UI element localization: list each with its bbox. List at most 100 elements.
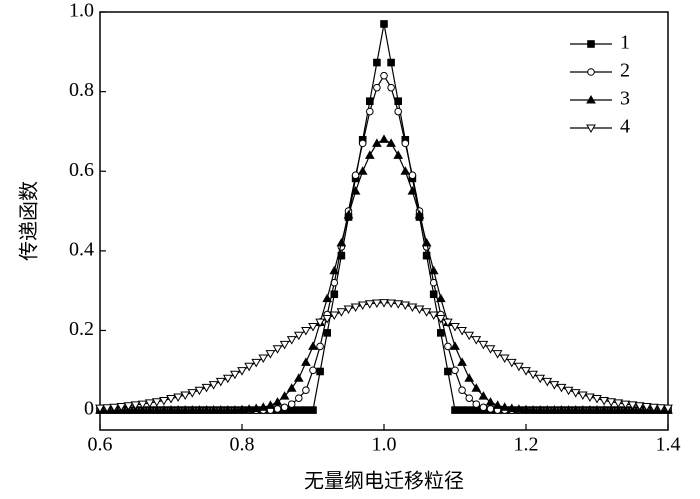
data-point bbox=[350, 303, 361, 312]
data-point bbox=[159, 397, 169, 406]
data-point bbox=[444, 367, 452, 376]
data-point bbox=[613, 405, 624, 414]
data-point bbox=[563, 386, 574, 396]
data-point bbox=[620, 400, 631, 410]
data-point bbox=[387, 83, 395, 92]
data-point bbox=[556, 405, 567, 414]
legend-marker bbox=[586, 94, 596, 104]
series-line bbox=[100, 74, 668, 411]
data-point bbox=[222, 374, 233, 384]
data-point bbox=[373, 58, 381, 67]
data-point bbox=[585, 393, 595, 402]
data-point bbox=[428, 265, 439, 275]
data-point bbox=[301, 326, 311, 336]
data-point bbox=[592, 405, 602, 414]
data-point bbox=[444, 342, 452, 351]
data-point bbox=[151, 405, 162, 414]
data-point bbox=[542, 377, 553, 387]
data-point bbox=[295, 406, 303, 414]
data-point bbox=[151, 398, 162, 407]
data-point bbox=[393, 150, 404, 159]
data-point bbox=[302, 386, 310, 394]
data-point bbox=[187, 389, 198, 398]
data-point bbox=[309, 406, 317, 414]
legend-label: 2 bbox=[620, 60, 630, 82]
data-point bbox=[407, 303, 418, 312]
data-point bbox=[258, 354, 269, 363]
data-point bbox=[387, 58, 395, 67]
data-point bbox=[450, 322, 460, 332]
series-line bbox=[100, 138, 668, 411]
data-point bbox=[592, 395, 602, 404]
data-point bbox=[514, 362, 524, 372]
data-point bbox=[401, 139, 410, 148]
data-point bbox=[414, 210, 425, 219]
data-point bbox=[323, 329, 331, 337]
data-point bbox=[237, 367, 247, 376]
data-point bbox=[499, 354, 510, 363]
data-point bbox=[421, 308, 432, 317]
data-point bbox=[485, 397, 496, 406]
data-point bbox=[471, 383, 482, 392]
data-point bbox=[485, 345, 496, 354]
data-point bbox=[521, 367, 531, 376]
legend-marker bbox=[586, 124, 596, 134]
data-point bbox=[620, 405, 631, 414]
data-point bbox=[308, 341, 318, 350]
data-point bbox=[663, 404, 673, 414]
legend-label: 4 bbox=[620, 116, 630, 138]
data-point bbox=[251, 403, 262, 413]
data-point bbox=[293, 331, 304, 341]
data-point bbox=[364, 300, 375, 309]
x-tick-label: 0.8 bbox=[230, 434, 255, 456]
data-point bbox=[542, 405, 553, 414]
data-point bbox=[486, 405, 495, 413]
data-point bbox=[549, 405, 560, 414]
data-point bbox=[302, 406, 310, 414]
data-point bbox=[215, 405, 226, 414]
data-point bbox=[350, 186, 361, 195]
data-point bbox=[380, 71, 388, 80]
data-point bbox=[421, 237, 432, 247]
data-point bbox=[137, 400, 148, 410]
data-point bbox=[102, 404, 112, 413]
data-point bbox=[315, 318, 325, 328]
data-point bbox=[465, 394, 474, 402]
data-point bbox=[336, 308, 347, 317]
y-tick-label: 0 bbox=[84, 398, 94, 420]
data-point bbox=[109, 403, 120, 413]
data-point bbox=[329, 265, 340, 275]
data-point bbox=[258, 402, 269, 411]
data-point bbox=[187, 405, 198, 414]
y-tick-label: 0.2 bbox=[69, 318, 94, 340]
data-point bbox=[286, 383, 297, 392]
data-point bbox=[408, 171, 417, 180]
data-point bbox=[648, 403, 659, 413]
data-point bbox=[372, 299, 382, 309]
data-point bbox=[556, 383, 567, 393]
data-point bbox=[230, 370, 240, 380]
data-point bbox=[606, 405, 617, 414]
data-point bbox=[316, 367, 324, 376]
series-line bbox=[100, 23, 668, 411]
data-point bbox=[400, 166, 411, 175]
data-point bbox=[279, 391, 290, 400]
data-point bbox=[435, 315, 446, 324]
data-point bbox=[357, 166, 368, 175]
data-point bbox=[458, 386, 466, 394]
data-point bbox=[159, 405, 169, 414]
data-point bbox=[208, 381, 219, 390]
y-tick-label: 0.8 bbox=[69, 79, 94, 101]
data-point bbox=[464, 331, 475, 341]
data-point bbox=[144, 399, 155, 408]
data-point bbox=[130, 401, 141, 410]
data-point bbox=[394, 107, 403, 116]
x-axis-title: 无量纲电迁移粒径 bbox=[304, 469, 464, 493]
data-point bbox=[379, 299, 389, 308]
data-point bbox=[265, 350, 276, 359]
data-point bbox=[478, 340, 489, 350]
data-point bbox=[450, 341, 460, 350]
legend-label: 3 bbox=[620, 88, 630, 110]
data-point bbox=[627, 401, 638, 410]
data-point bbox=[287, 400, 296, 408]
